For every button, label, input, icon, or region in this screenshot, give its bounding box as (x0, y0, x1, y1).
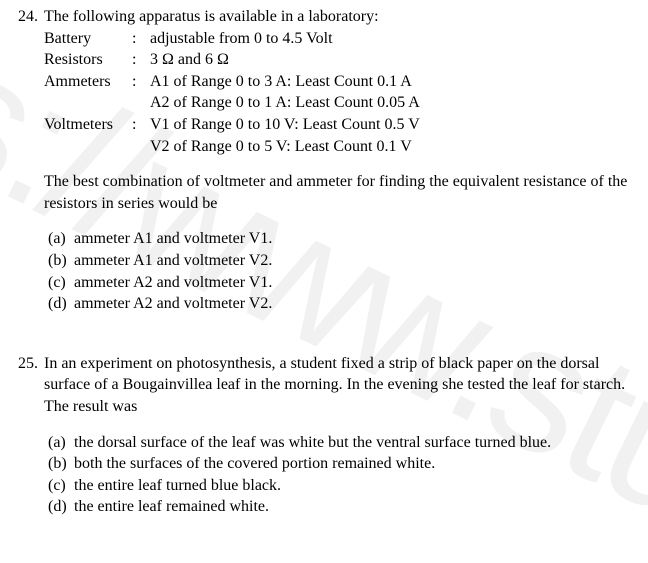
q25-number: 25. (18, 353, 44, 375)
colon-separator: : (132, 71, 150, 114)
q25-option-a: (a) the dorsal surface of the leaf was w… (48, 432, 630, 454)
apparatus-label: Ammeters (44, 71, 132, 114)
q24-option-b: (b) ammeter A1 and voltmeter V2. (48, 250, 630, 272)
option-letter: (c) (48, 272, 74, 294)
option-letter: (a) (48, 432, 74, 454)
q25-option-b: (b) both the surfaces of the covered por… (48, 453, 630, 475)
q25-stem: In an experiment on photosynthesis, a st… (44, 353, 630, 418)
option-text: ammeter A1 and voltmeter V1. (74, 228, 272, 250)
option-letter: (a) (48, 228, 74, 250)
option-text: the dorsal surface of the leaf was white… (74, 432, 551, 454)
apparatus-row-voltmeters: Voltmeters : V1 of Range 0 to 10 V: Leas… (44, 114, 630, 157)
q25-options: (a) the dorsal surface of the leaf was w… (18, 432, 630, 518)
option-text: both the surfaces of the covered portion… (74, 453, 435, 475)
option-letter: (d) (48, 293, 74, 315)
option-text: ammeter A1 and voltmeter V2. (74, 250, 272, 272)
question-25: 25. In an experiment on photosynthesis, … (18, 353, 630, 518)
apparatus-value: 3 Ω and 6 Ω (150, 49, 630, 71)
page-content: 24. The following apparatus is available… (0, 0, 648, 518)
option-text: the entire leaf turned blue black. (74, 475, 281, 497)
option-letter: (b) (48, 250, 74, 272)
apparatus-label: Voltmeters (44, 114, 132, 157)
apparatus-value: V2 of Range 0 to 5 V: Least Count 0.1 V (150, 136, 630, 158)
q24-stem: The best combination of voltmeter and am… (18, 171, 630, 214)
apparatus-row-ammeters: Ammeters : A1 of Range 0 to 3 A: Least C… (44, 71, 630, 114)
q24-lead: The following apparatus is available in … (44, 6, 379, 28)
question-24: 24. The following apparatus is available… (18, 6, 630, 315)
apparatus-value: A1 of Range 0 to 3 A: Least Count 0.1 A (150, 71, 630, 93)
option-letter: (d) (48, 496, 74, 518)
colon-separator: : (132, 114, 150, 157)
colon-separator: : (132, 28, 150, 50)
q24-number: 24. (18, 6, 44, 28)
apparatus-value: V1 of Range 0 to 10 V: Least Count 0.5 V (150, 114, 630, 136)
q25-option-c: (c) the entire leaf turned blue black. (48, 475, 630, 497)
q24-option-c: (c) ammeter A2 and voltmeter V1. (48, 272, 630, 294)
q25-option-d: (d) the entire leaf remained white. (48, 496, 630, 518)
option-letter: (c) (48, 475, 74, 497)
q24-apparatus-list: Battery : adjustable from 0 to 4.5 Volt … (18, 28, 630, 158)
q24-option-d: (d) ammeter A2 and voltmeter V2. (48, 293, 630, 315)
apparatus-value: A2 of Range 0 to 1 A: Least Count 0.05 A (150, 92, 630, 114)
q24-option-a: (a) ammeter A1 and voltmeter V1. (48, 228, 630, 250)
q24-options: (a) ammeter A1 and voltmeter V1. (b) amm… (18, 228, 630, 314)
apparatus-label: Resistors (44, 49, 132, 71)
apparatus-value: adjustable from 0 to 4.5 Volt (150, 28, 630, 50)
apparatus-row-resistors: Resistors : 3 Ω and 6 Ω (44, 49, 630, 71)
option-text: ammeter A2 and voltmeter V1. (74, 272, 272, 294)
colon-separator: : (132, 49, 150, 71)
option-letter: (b) (48, 453, 74, 475)
apparatus-label: Battery (44, 28, 132, 50)
apparatus-row-battery: Battery : adjustable from 0 to 4.5 Volt (44, 28, 630, 50)
option-text: the entire leaf remained white. (74, 496, 269, 518)
option-text: ammeter A2 and voltmeter V2. (74, 293, 272, 315)
